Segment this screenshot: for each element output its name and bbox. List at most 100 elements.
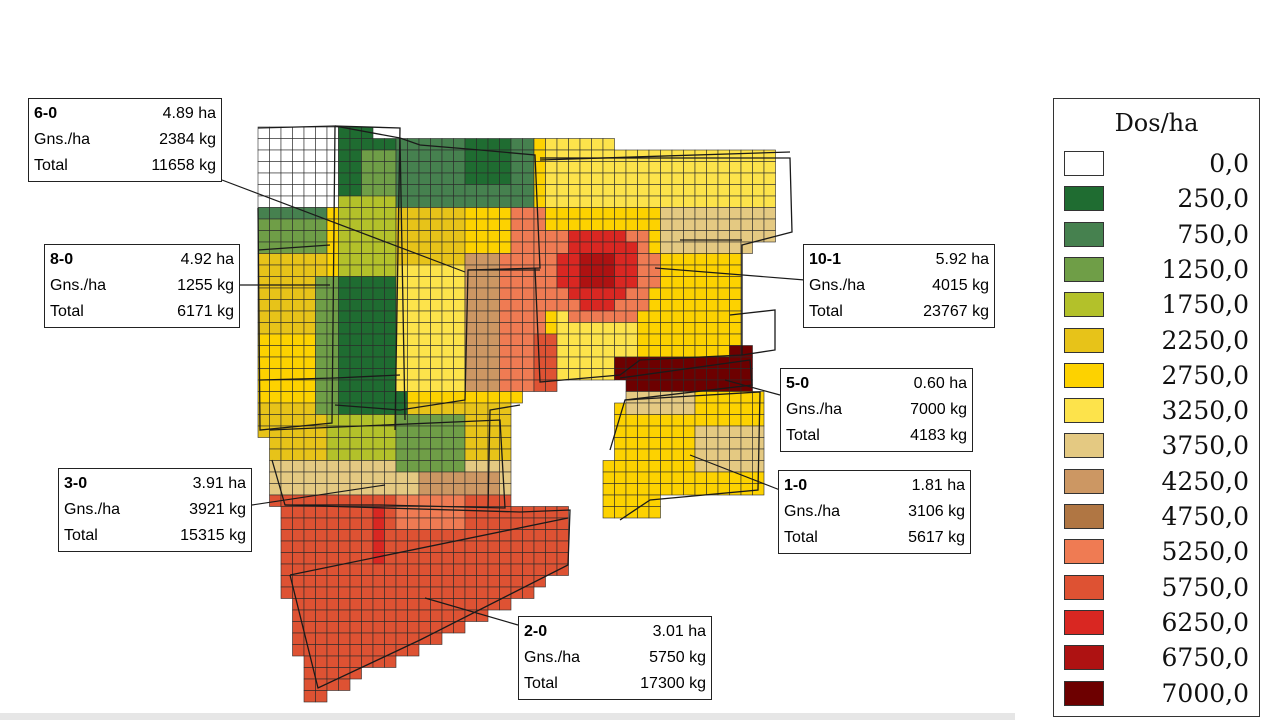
grid-cell [614,460,627,473]
grid-cell [384,287,397,300]
grid-cell [648,379,661,392]
grid-cell [579,264,592,277]
grid-cell [372,207,385,220]
grid-cell [591,299,604,312]
grid-cell [763,218,776,231]
grid-cell [499,379,512,392]
grid-cell [303,678,316,691]
grid-cell [694,425,707,438]
grid-cell [614,356,627,369]
grid-cell [637,172,650,185]
grid-cell [292,448,305,461]
grid-cell [591,241,604,254]
grid-cell [453,149,466,162]
grid-cell [338,575,351,588]
grid-cell [683,299,696,312]
grid-cell [430,287,443,300]
grid-cell [315,322,328,335]
grid-cell [303,356,316,369]
grid-cell [372,299,385,312]
grid-cell [453,333,466,346]
grid-cell [326,529,339,542]
grid-cell [510,379,523,392]
grid-cell [464,264,477,277]
grid-cell [706,184,719,197]
grid-cell [510,195,523,208]
grid-cell [407,529,420,542]
grid-cell [637,195,650,208]
grid-cell [453,586,466,599]
grid-cell [637,345,650,358]
grid-cell [269,391,282,404]
grid-cell [602,207,615,220]
grid-cell [303,138,316,151]
grid-cell [315,632,328,645]
grid-cell [453,563,466,576]
grid-cell [522,517,535,530]
grid-cell [510,218,523,231]
grid-cell [349,310,362,323]
grid-cell [614,276,627,289]
grid-cell [430,609,443,622]
grid-cell [441,184,454,197]
grid-cell [453,494,466,507]
grid-cell [591,230,604,243]
grid-cell [303,333,316,346]
grid-cell [453,437,466,450]
grid-cell [361,287,374,300]
rate-label: Gns./ha [786,401,843,418]
grid-cell [717,437,730,450]
grid-cell [418,425,431,438]
grid-cell [476,437,489,450]
grid-cell [384,218,397,231]
grid-cell [683,437,696,450]
grid-cell [372,575,385,588]
grid-cell [303,276,316,289]
grid-cell [752,391,765,404]
grid-cell [430,310,443,323]
grid-cell [441,241,454,254]
grid-cell [292,195,305,208]
grid-cell [453,471,466,484]
grid-cell [648,425,661,438]
grid-cell [384,333,397,346]
grid-cell [303,598,316,611]
grid-cell [453,621,466,634]
grid-cell [660,345,673,358]
grid-cell [453,172,466,185]
grid-cell [579,276,592,289]
grid-cell [418,448,431,461]
grid-cell [545,356,558,369]
grid-cell [361,276,374,289]
grid-cell [476,195,489,208]
grid-cell [706,448,719,461]
grid-cell [372,322,385,335]
grid-cell [349,644,362,657]
grid-cell [556,138,569,151]
grid-cell [395,356,408,369]
grid-cell [303,391,316,404]
grid-cell [349,667,362,680]
grid-cell [706,322,719,335]
grid-cell [545,379,558,392]
grid-cell [372,621,385,634]
grid-cell [303,126,316,139]
grid-cell [349,540,362,553]
grid-cell [510,540,523,553]
grid-cell [706,195,719,208]
grid-cell [763,149,776,162]
grid-cell [349,517,362,530]
grid-cell [729,276,742,289]
grid-cell [315,149,328,162]
grid-cell [556,322,569,335]
grid-cell [729,460,742,473]
grid-cell [648,460,661,473]
legend-swatch [1064,433,1104,459]
grid-cell [453,161,466,174]
grid-cell [591,253,604,266]
grid-cell [499,333,512,346]
grid-cell [671,218,684,231]
legend-value: 2250,0 [1161,325,1249,355]
grid-cell [280,276,293,289]
grid-cell [763,184,776,197]
